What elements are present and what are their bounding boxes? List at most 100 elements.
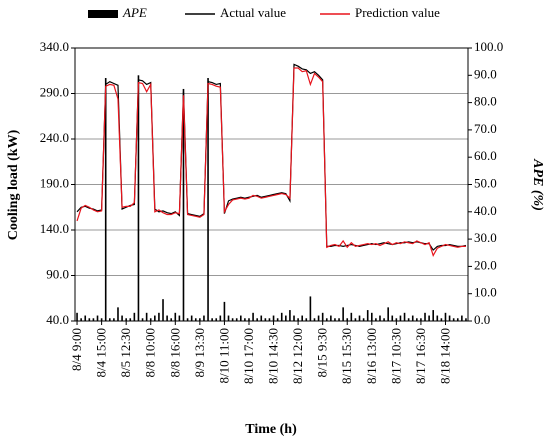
x-tick-label: 8/17 10:30	[388, 328, 403, 384]
ape-bar	[444, 312, 447, 321]
ape-bar	[137, 75, 140, 321]
ape-bar	[452, 318, 455, 321]
ape-bar	[375, 318, 377, 321]
ape-bar	[76, 312, 78, 321]
x-tick-label: 8/15 15:30	[339, 328, 354, 384]
ape-bar	[370, 312, 373, 321]
ape-bar	[80, 318, 82, 321]
ape-bar	[321, 312, 324, 321]
ape-bar	[416, 318, 418, 321]
y2-tick-label: 40.0	[474, 203, 497, 218]
ape-bar	[391, 315, 394, 321]
ape-bar	[354, 318, 357, 321]
ape-bar	[166, 315, 168, 321]
ape-bar	[448, 315, 451, 321]
x-tick-label: 8/4 9:00	[69, 328, 84, 371]
x-axis-title: Time (h)	[245, 422, 297, 437]
legend-label: APE	[122, 5, 147, 20]
ape-bar	[219, 315, 222, 321]
y2-tick-label: 80.0	[474, 94, 497, 109]
ape-bar	[88, 318, 91, 321]
ape-bar	[199, 318, 201, 321]
ape-bar	[235, 318, 238, 321]
x-tick-label: 8/4 15:00	[94, 328, 109, 377]
ape-bar	[125, 318, 127, 321]
ape-bar	[428, 315, 430, 321]
ape-bar	[182, 88, 185, 321]
ape-bar	[186, 318, 189, 321]
ape-bar	[358, 315, 361, 321]
ape-bar	[178, 315, 181, 321]
y2-tick-label: 10.0	[474, 285, 497, 300]
ape-bar	[465, 318, 467, 321]
y-tick-label: 40.0	[46, 312, 69, 327]
ape-bar	[301, 315, 304, 321]
ape-bar	[149, 318, 152, 321]
ape-bar	[104, 78, 107, 321]
ape-bar	[276, 318, 279, 321]
y-axis-title: Cooling load (kW)	[6, 129, 21, 240]
y2-tick-label: 50.0	[474, 175, 497, 190]
y-tick-label: 140.0	[40, 221, 69, 236]
x-tick-label: 8/9 13:30	[192, 328, 207, 377]
ape-bar	[248, 318, 250, 321]
ape-bar	[223, 301, 226, 321]
ape-bar	[272, 315, 275, 321]
ape-bar	[305, 318, 308, 321]
series-line	[76, 67, 466, 257]
ape-bar	[407, 318, 410, 321]
ape-bar	[362, 318, 365, 321]
x-tick-label: 8/10 14:30	[266, 328, 281, 384]
y2-tick-label: 0.0	[474, 312, 490, 327]
y2-tick-label: 100.0	[474, 39, 503, 54]
ape-bar	[227, 315, 230, 321]
x-tick-label: 8/15 9:30	[315, 328, 330, 377]
plot-frame	[74, 47, 469, 322]
ape-bar	[399, 315, 402, 321]
ape-bar	[440, 318, 443, 321]
x-tick-label: 8/8 10:00	[143, 328, 158, 377]
y2-axis-title: APE (%)	[530, 158, 545, 211]
ape-bar	[436, 315, 439, 321]
y-tick-label: 340.0	[40, 39, 69, 54]
ape-bar	[420, 318, 422, 321]
ape-bar	[309, 296, 312, 321]
ape-bar	[350, 312, 353, 321]
ape-bar	[338, 318, 340, 321]
ape-bar	[121, 315, 123, 321]
ape-bar	[174, 312, 177, 321]
ape-bar	[170, 318, 173, 321]
x-tick-label: 8/16 13:00	[364, 328, 379, 384]
y-tick-label: 190.0	[40, 175, 69, 190]
ape-bar	[100, 318, 103, 321]
ape-bar	[158, 312, 160, 321]
ape-bar	[387, 307, 389, 321]
ape-bar	[289, 310, 291, 321]
y2-tick-label: 20.0	[474, 257, 497, 272]
ape-bar	[297, 318, 299, 321]
ape-bar	[424, 312, 426, 321]
y-tick-label: 290.0	[40, 84, 69, 99]
ape-bar	[133, 312, 136, 321]
ape-bar	[108, 318, 111, 321]
ape-bar	[252, 312, 254, 321]
ape-bar	[379, 315, 381, 321]
ape-bar	[162, 299, 164, 321]
ape-bar	[211, 318, 213, 321]
legend-label: Actual value	[220, 5, 286, 20]
ape-bar	[244, 318, 246, 321]
x-tick-label: 8/10 17:00	[241, 328, 256, 384]
ape-bar	[313, 318, 316, 321]
ape-bar	[145, 312, 148, 321]
ape-bar	[256, 318, 258, 321]
ape-bar	[293, 315, 295, 321]
y2-tick-label: 70.0	[474, 121, 497, 136]
ape-bar	[395, 318, 398, 321]
ape-bar	[383, 318, 385, 321]
x-tick-label: 8/18 14:00	[437, 328, 452, 384]
ape-bar	[113, 318, 115, 321]
ape-bar	[154, 315, 156, 321]
ape-bar	[129, 318, 132, 321]
ape-bar	[330, 315, 332, 321]
